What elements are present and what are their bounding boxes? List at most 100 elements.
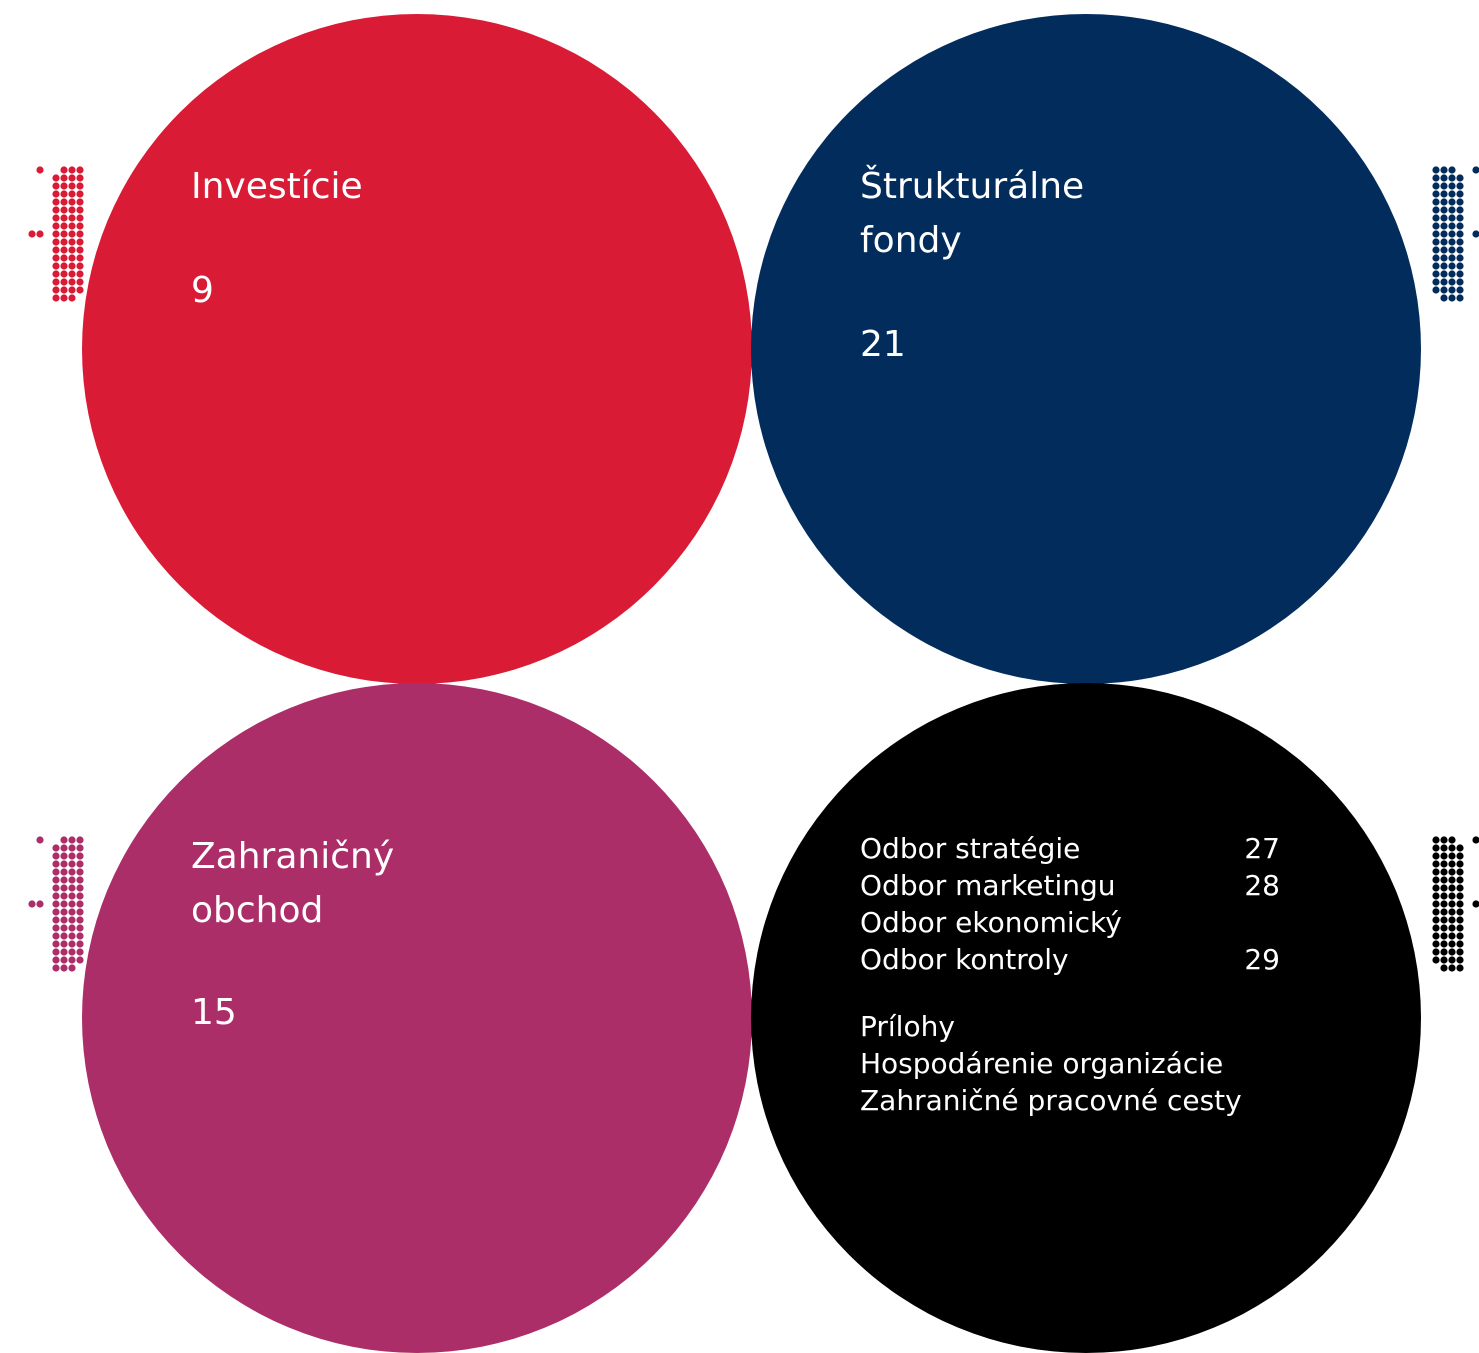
decor-dot — [1432, 262, 1440, 270]
decor-dot — [1440, 844, 1448, 852]
decor-dot — [1456, 278, 1464, 286]
decor-dot — [1440, 166, 1448, 174]
decor-dot — [76, 206, 84, 214]
decor-dot — [1432, 892, 1440, 900]
index-label[interactable]: Odbor ekonomický — [860, 906, 1122, 939]
decor-dot — [1448, 916, 1456, 924]
decor-dot — [1432, 214, 1440, 222]
decor-dot — [68, 166, 76, 174]
decor-dot — [68, 916, 76, 924]
decor-dot — [1448, 964, 1456, 972]
decor-dot — [52, 940, 60, 948]
decor-dot — [52, 294, 60, 302]
decor-dot — [60, 908, 68, 916]
decor-dot — [36, 166, 44, 174]
decor-dot — [76, 940, 84, 948]
section-title[interactable]: Zahraničný obchod — [191, 836, 395, 931]
decor-dot — [68, 286, 76, 294]
decor-dot — [68, 278, 76, 286]
section-page[interactable]: 15 — [191, 992, 237, 1033]
decor-dot — [76, 222, 84, 230]
decor-dot — [76, 836, 84, 844]
decor-dot — [1448, 932, 1456, 940]
decor-dot — [52, 956, 60, 964]
decor-dot — [60, 924, 68, 932]
decor-dot — [1440, 932, 1448, 940]
decor-dot — [60, 836, 68, 844]
section-title[interactable]: Investície — [191, 166, 363, 207]
section-page[interactable]: 9 — [191, 270, 214, 311]
decor-dot — [52, 852, 60, 860]
decor-dot — [36, 836, 44, 844]
index-row: Odbor marketingu 28 — [860, 867, 1280, 904]
decor-dot — [1432, 844, 1440, 852]
decor-dot — [1448, 206, 1456, 214]
decor-dot — [1448, 238, 1456, 246]
appendix-item[interactable]: Zahraničné pracovné cesty — [860, 1084, 1242, 1117]
decor-dot — [1456, 182, 1464, 190]
section-title[interactable]: Štrukturálne fondy — [860, 166, 1085, 261]
decor-dot — [1456, 852, 1464, 860]
decor-dot — [52, 860, 60, 868]
decor-dot — [1448, 174, 1456, 182]
decor-dot — [1456, 908, 1464, 916]
decor-dot — [52, 924, 60, 932]
appendix-item[interactable]: Hospodárenie organizácie — [860, 1047, 1224, 1080]
decor-dot — [60, 254, 68, 262]
index-page[interactable]: 29 — [1244, 943, 1280, 976]
decor-dot — [60, 948, 68, 956]
section-page[interactable]: 21 — [860, 324, 906, 365]
decor-dot — [60, 166, 68, 174]
decor-dot — [1432, 166, 1440, 174]
decor-dot — [1456, 230, 1464, 238]
index-page[interactable]: 27 — [1244, 832, 1280, 865]
index-label[interactable]: Odbor marketingu — [860, 869, 1116, 902]
decor-dot — [1456, 948, 1464, 956]
decor-dot — [52, 278, 60, 286]
decor-dot — [68, 940, 76, 948]
decor-dot — [1432, 900, 1440, 908]
decor-dot — [1432, 190, 1440, 198]
decor-dot — [1448, 868, 1456, 876]
decor-dot — [76, 892, 84, 900]
decor-dot — [1456, 900, 1464, 908]
decor-dot — [1432, 836, 1440, 844]
decor-dot — [68, 206, 76, 214]
decor-dot — [76, 860, 84, 868]
decor-dot — [1440, 286, 1448, 294]
index-row: Odbor ekonomický — [860, 904, 1280, 941]
decor-dot — [52, 198, 60, 206]
decor-dot — [68, 238, 76, 246]
decor-dot — [68, 294, 76, 302]
decor-dot — [1440, 174, 1448, 182]
decor-dot — [68, 932, 76, 940]
decor-dot — [68, 948, 76, 956]
decor-dot — [76, 900, 84, 908]
decor-dot — [1456, 206, 1464, 214]
decor-dot — [76, 948, 84, 956]
decor-dot — [1432, 956, 1440, 964]
index-page[interactable]: 28 — [1244, 869, 1280, 902]
decor-dot — [52, 174, 60, 182]
decor-dot — [52, 206, 60, 214]
decor-dot — [60, 956, 68, 964]
decor-dot — [60, 868, 68, 876]
decor-dot — [60, 198, 68, 206]
index-row: Odbor stratégie 27 — [860, 830, 1280, 867]
index-label[interactable]: Odbor kontroly — [860, 943, 1069, 976]
decor-dot — [1432, 222, 1440, 230]
decor-dot — [60, 916, 68, 924]
decor-dot — [68, 844, 76, 852]
decor-dot — [68, 884, 76, 892]
decor-dot — [1448, 900, 1456, 908]
decor-dot — [60, 852, 68, 860]
decor-dot — [1448, 270, 1456, 278]
decor-dot — [1440, 262, 1448, 270]
index-label[interactable]: Odbor stratégie — [860, 832, 1081, 865]
index-list: Odbor stratégie 27 Odbor marketingu 28 Odbor… — [860, 830, 1280, 1119]
section-circle — [751, 14, 1421, 684]
decor-dot — [1456, 254, 1464, 262]
decor-dot — [1456, 876, 1464, 884]
appendix-title[interactable]: Prílohy — [860, 1010, 955, 1043]
